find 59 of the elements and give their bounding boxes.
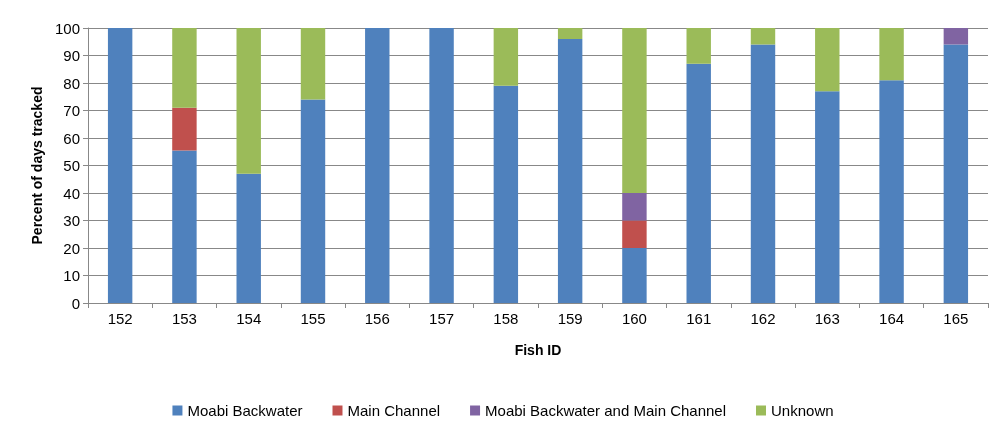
bar (879, 80, 904, 303)
bar (622, 220, 647, 248)
y-tick-label: 60 (63, 129, 80, 147)
bar (300, 28, 326, 100)
legend-label: Moabi Backwater (187, 402, 303, 419)
bar (943, 28, 969, 45)
y-tick-label: 100 (54, 19, 80, 37)
bar (943, 44, 969, 303)
bar (686, 28, 711, 64)
x-tick-label: 155 (300, 310, 326, 327)
y-tick-label: 30 (63, 212, 80, 229)
x-tick-label: 164 (879, 310, 905, 327)
bar (493, 28, 519, 86)
bar (686, 63, 711, 303)
bar (107, 28, 133, 303)
x-tick-label: 158 (493, 310, 519, 327)
y-axis-title: Percent of days tracked (29, 86, 46, 245)
x-tick-label: 160 (621, 310, 647, 327)
bar (172, 150, 197, 303)
bar (365, 28, 390, 303)
y-tick-label: 10 (63, 267, 80, 284)
y-tick-label: 90 (63, 47, 80, 64)
bar (172, 28, 197, 108)
y-tick-label: 50 (63, 157, 80, 174)
x-tick-label: 154 (236, 310, 262, 327)
bar (750, 28, 776, 45)
y-tick-label: 0 (71, 294, 80, 312)
x-tick-label: 159 (557, 310, 583, 327)
bar (172, 107, 197, 151)
bar (879, 28, 904, 81)
bar (750, 44, 776, 303)
bar (622, 193, 647, 221)
legend-label: Unknown (771, 402, 834, 419)
bar (300, 99, 326, 303)
bar (815, 28, 840, 92)
y-tick-label: 70 (63, 102, 80, 119)
bar (493, 85, 519, 303)
bar (622, 248, 647, 303)
x-tick-label: 165 (943, 310, 969, 327)
bar (557, 39, 583, 303)
y-tick-label: 20 (63, 239, 80, 257)
bar (815, 91, 840, 303)
x-tick-label: 157 (429, 310, 455, 327)
x-tick-label: 153 (171, 310, 197, 327)
bar (236, 28, 261, 174)
x-tick-label: 156 (364, 310, 390, 327)
x-tick-label: 163 (814, 310, 840, 327)
legend-label: Moabi Backwater and Main Channel (485, 402, 727, 419)
x-tick-label: 162 (750, 310, 776, 327)
y-tick-label: 40 (63, 184, 80, 202)
y-tick-label: 80 (63, 74, 80, 92)
legend-label: Main Channel (347, 402, 441, 419)
bar (622, 28, 647, 193)
bar (557, 28, 583, 39)
bar (236, 173, 261, 303)
x-tick-label: 152 (107, 310, 133, 327)
x-axis-title: Fish ID (514, 342, 562, 358)
x-tick-label: 161 (686, 310, 712, 327)
bar (429, 28, 454, 303)
